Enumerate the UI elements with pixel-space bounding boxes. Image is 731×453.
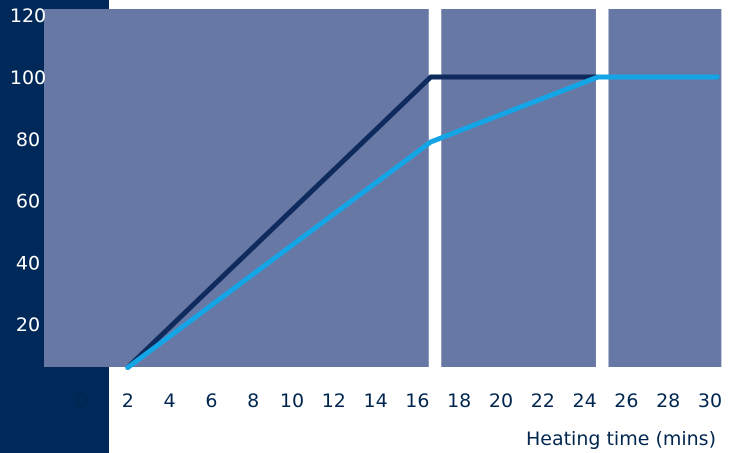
x-tick-0: 0 — [76, 390, 88, 412]
y-tick-60: 60 — [16, 191, 40, 213]
background-bands — [44, 9, 722, 367]
x-tick-26: 26 — [614, 390, 638, 412]
band-1 — [44, 9, 429, 367]
y-tick-100: 100 — [10, 67, 46, 89]
x-tick-10: 10 — [280, 390, 304, 412]
x-axis-label: Heating time (mins) — [526, 428, 716, 450]
x-tick-20: 20 — [489, 390, 513, 412]
x-tick-4: 4 — [164, 390, 176, 412]
x-tick-30: 30 — [698, 390, 722, 412]
series-line-2 — [125, 74, 720, 370]
y-axis-ticks: 20 40 60 80 100 120 — [10, 5, 46, 336]
x-tick-14: 14 — [364, 390, 388, 412]
x-axis-ticks: 0 2 4 6 8 10 12 14 16 18 20 22 24 26 28 30 — [76, 390, 722, 412]
x-tick-12: 12 — [322, 390, 346, 412]
y-tick-80: 80 — [16, 129, 40, 151]
x-tick-6: 6 — [205, 390, 217, 412]
band-3 — [608, 9, 722, 367]
data-series — [125, 74, 720, 370]
band-2 — [441, 9, 596, 367]
x-tick-28: 28 — [656, 390, 680, 412]
y-tick-20: 20 — [16, 314, 40, 336]
x-tick-2: 2 — [122, 390, 134, 412]
y-tick-120: 120 — [10, 5, 46, 27]
x-tick-8: 8 — [247, 390, 259, 412]
x-tick-22: 22 — [531, 390, 555, 412]
x-tick-16: 16 — [405, 390, 429, 412]
x-tick-18: 18 — [447, 390, 471, 412]
x-tick-24: 24 — [573, 390, 597, 412]
y-tick-40: 40 — [16, 252, 40, 274]
